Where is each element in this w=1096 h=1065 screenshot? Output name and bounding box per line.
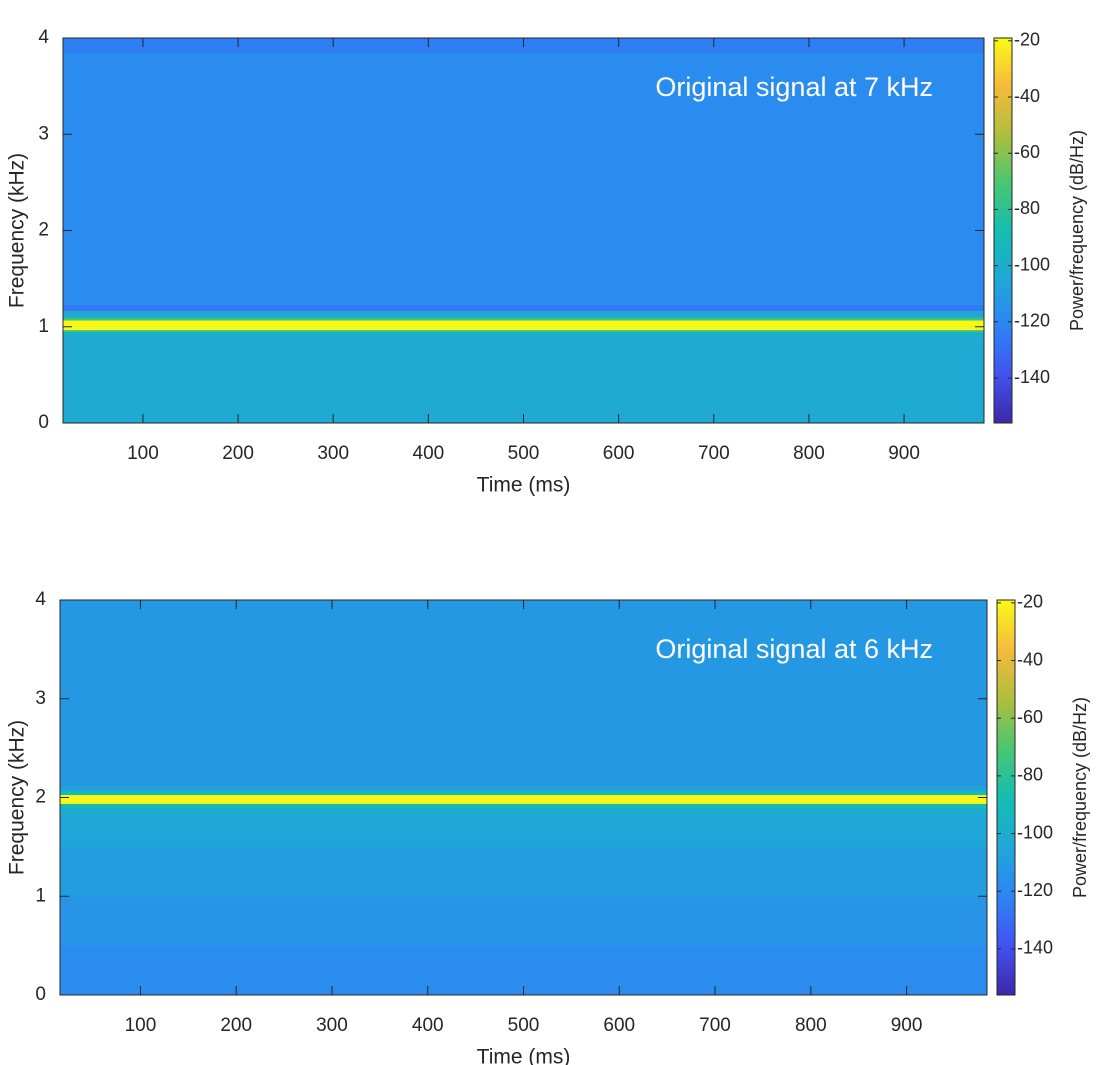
spectrum-band <box>63 52 984 306</box>
y-tick-label: 3 <box>38 123 49 144</box>
spectrum-band <box>63 336 984 424</box>
y-tick-label: 4 <box>35 589 46 610</box>
spectrum-band <box>63 329 984 333</box>
y-tick-label: 0 <box>38 412 49 433</box>
x-tick-label: 700 <box>698 443 730 464</box>
colorbar-tick-label: -20 <box>1014 30 1040 50</box>
x-tick-label: 800 <box>793 443 825 464</box>
colorbar-tick-label: -80 <box>1014 198 1040 218</box>
spectrum-band <box>60 807 987 818</box>
colorbar <box>996 599 1016 996</box>
spectrum-band <box>60 600 987 787</box>
spectrum-band <box>60 803 987 808</box>
y-tick-label: 0 <box>35 984 46 1005</box>
colorbar-tick-label: -80 <box>1017 765 1043 785</box>
x-tick-label: 200 <box>222 443 254 464</box>
colorbar-tick-label: -20 <box>1017 592 1043 612</box>
annotation: Original signal at 6 kHz <box>655 634 933 664</box>
spectrum-band <box>60 896 987 947</box>
spectrum-band <box>63 304 984 311</box>
colorbar-tick-label: -60 <box>1014 142 1040 162</box>
x-tick-label: 500 <box>508 1015 540 1036</box>
x-tick-label: 900 <box>888 443 920 464</box>
colorbar-tick-label: -120 <box>1017 880 1053 900</box>
y-tick-label: 4 <box>38 27 49 48</box>
x-tick-label: 300 <box>317 443 349 464</box>
x-tick-label: 300 <box>316 1015 348 1036</box>
colorbar-tick-label: -140 <box>1017 938 1053 958</box>
colorbar-tick-label: -100 <box>1014 254 1050 274</box>
y-axis-label: Frequency (kHz) <box>6 720 29 875</box>
x-tick-label: 200 <box>220 1015 252 1036</box>
x-tick-label: 600 <box>603 443 635 464</box>
spectrum-band <box>60 794 987 804</box>
x-axis-label: Time (ms) <box>477 474 571 497</box>
y-tick-label: 1 <box>35 885 46 906</box>
spectrum-band <box>60 785 987 792</box>
colorbar-label: Power/frequency (dB/Hz) <box>1070 697 1090 898</box>
spectrum-band <box>63 331 984 337</box>
x-tick-label: 600 <box>603 1015 635 1036</box>
colorbar-label: Power/frequency (dB/Hz) <box>1067 130 1087 331</box>
y-tick-label: 3 <box>35 688 46 709</box>
colorbar-tick-label: -140 <box>1014 367 1050 387</box>
x-tick-label: 400 <box>412 1015 444 1036</box>
y-axis-label: Frequency (kHz) <box>6 153 29 308</box>
x-tick-label: 500 <box>508 443 540 464</box>
annotation: Original signal at 7 kHz <box>655 72 933 102</box>
x-axis-label: Time (ms) <box>477 1046 571 1065</box>
y-tick-label: 1 <box>38 316 49 337</box>
y-tick-label: 2 <box>35 787 46 808</box>
spectrum-band <box>63 310 984 318</box>
spectrum-band <box>63 317 984 321</box>
colorbar-tick-label: -40 <box>1017 649 1043 669</box>
colorbar <box>993 37 1013 424</box>
y-tick-label: 2 <box>38 220 49 241</box>
x-tick-label: 900 <box>891 1015 923 1036</box>
colorbar-tick-label: -100 <box>1017 822 1053 842</box>
colorbar-tick-label: -40 <box>1014 86 1040 106</box>
x-tick-label: 400 <box>413 443 445 464</box>
x-tick-label: 700 <box>699 1015 731 1036</box>
spectrum-band <box>60 846 987 897</box>
spectrum-band <box>60 790 987 796</box>
spectrum-band <box>60 817 987 848</box>
x-tick-label: 100 <box>127 443 159 464</box>
x-tick-label: 800 <box>795 1015 827 1036</box>
colorbar-tick-label: -120 <box>1014 311 1050 331</box>
spectrum-band <box>63 320 984 331</box>
x-tick-label: 100 <box>125 1015 157 1036</box>
colorbar-tick-label: -60 <box>1017 707 1043 727</box>
